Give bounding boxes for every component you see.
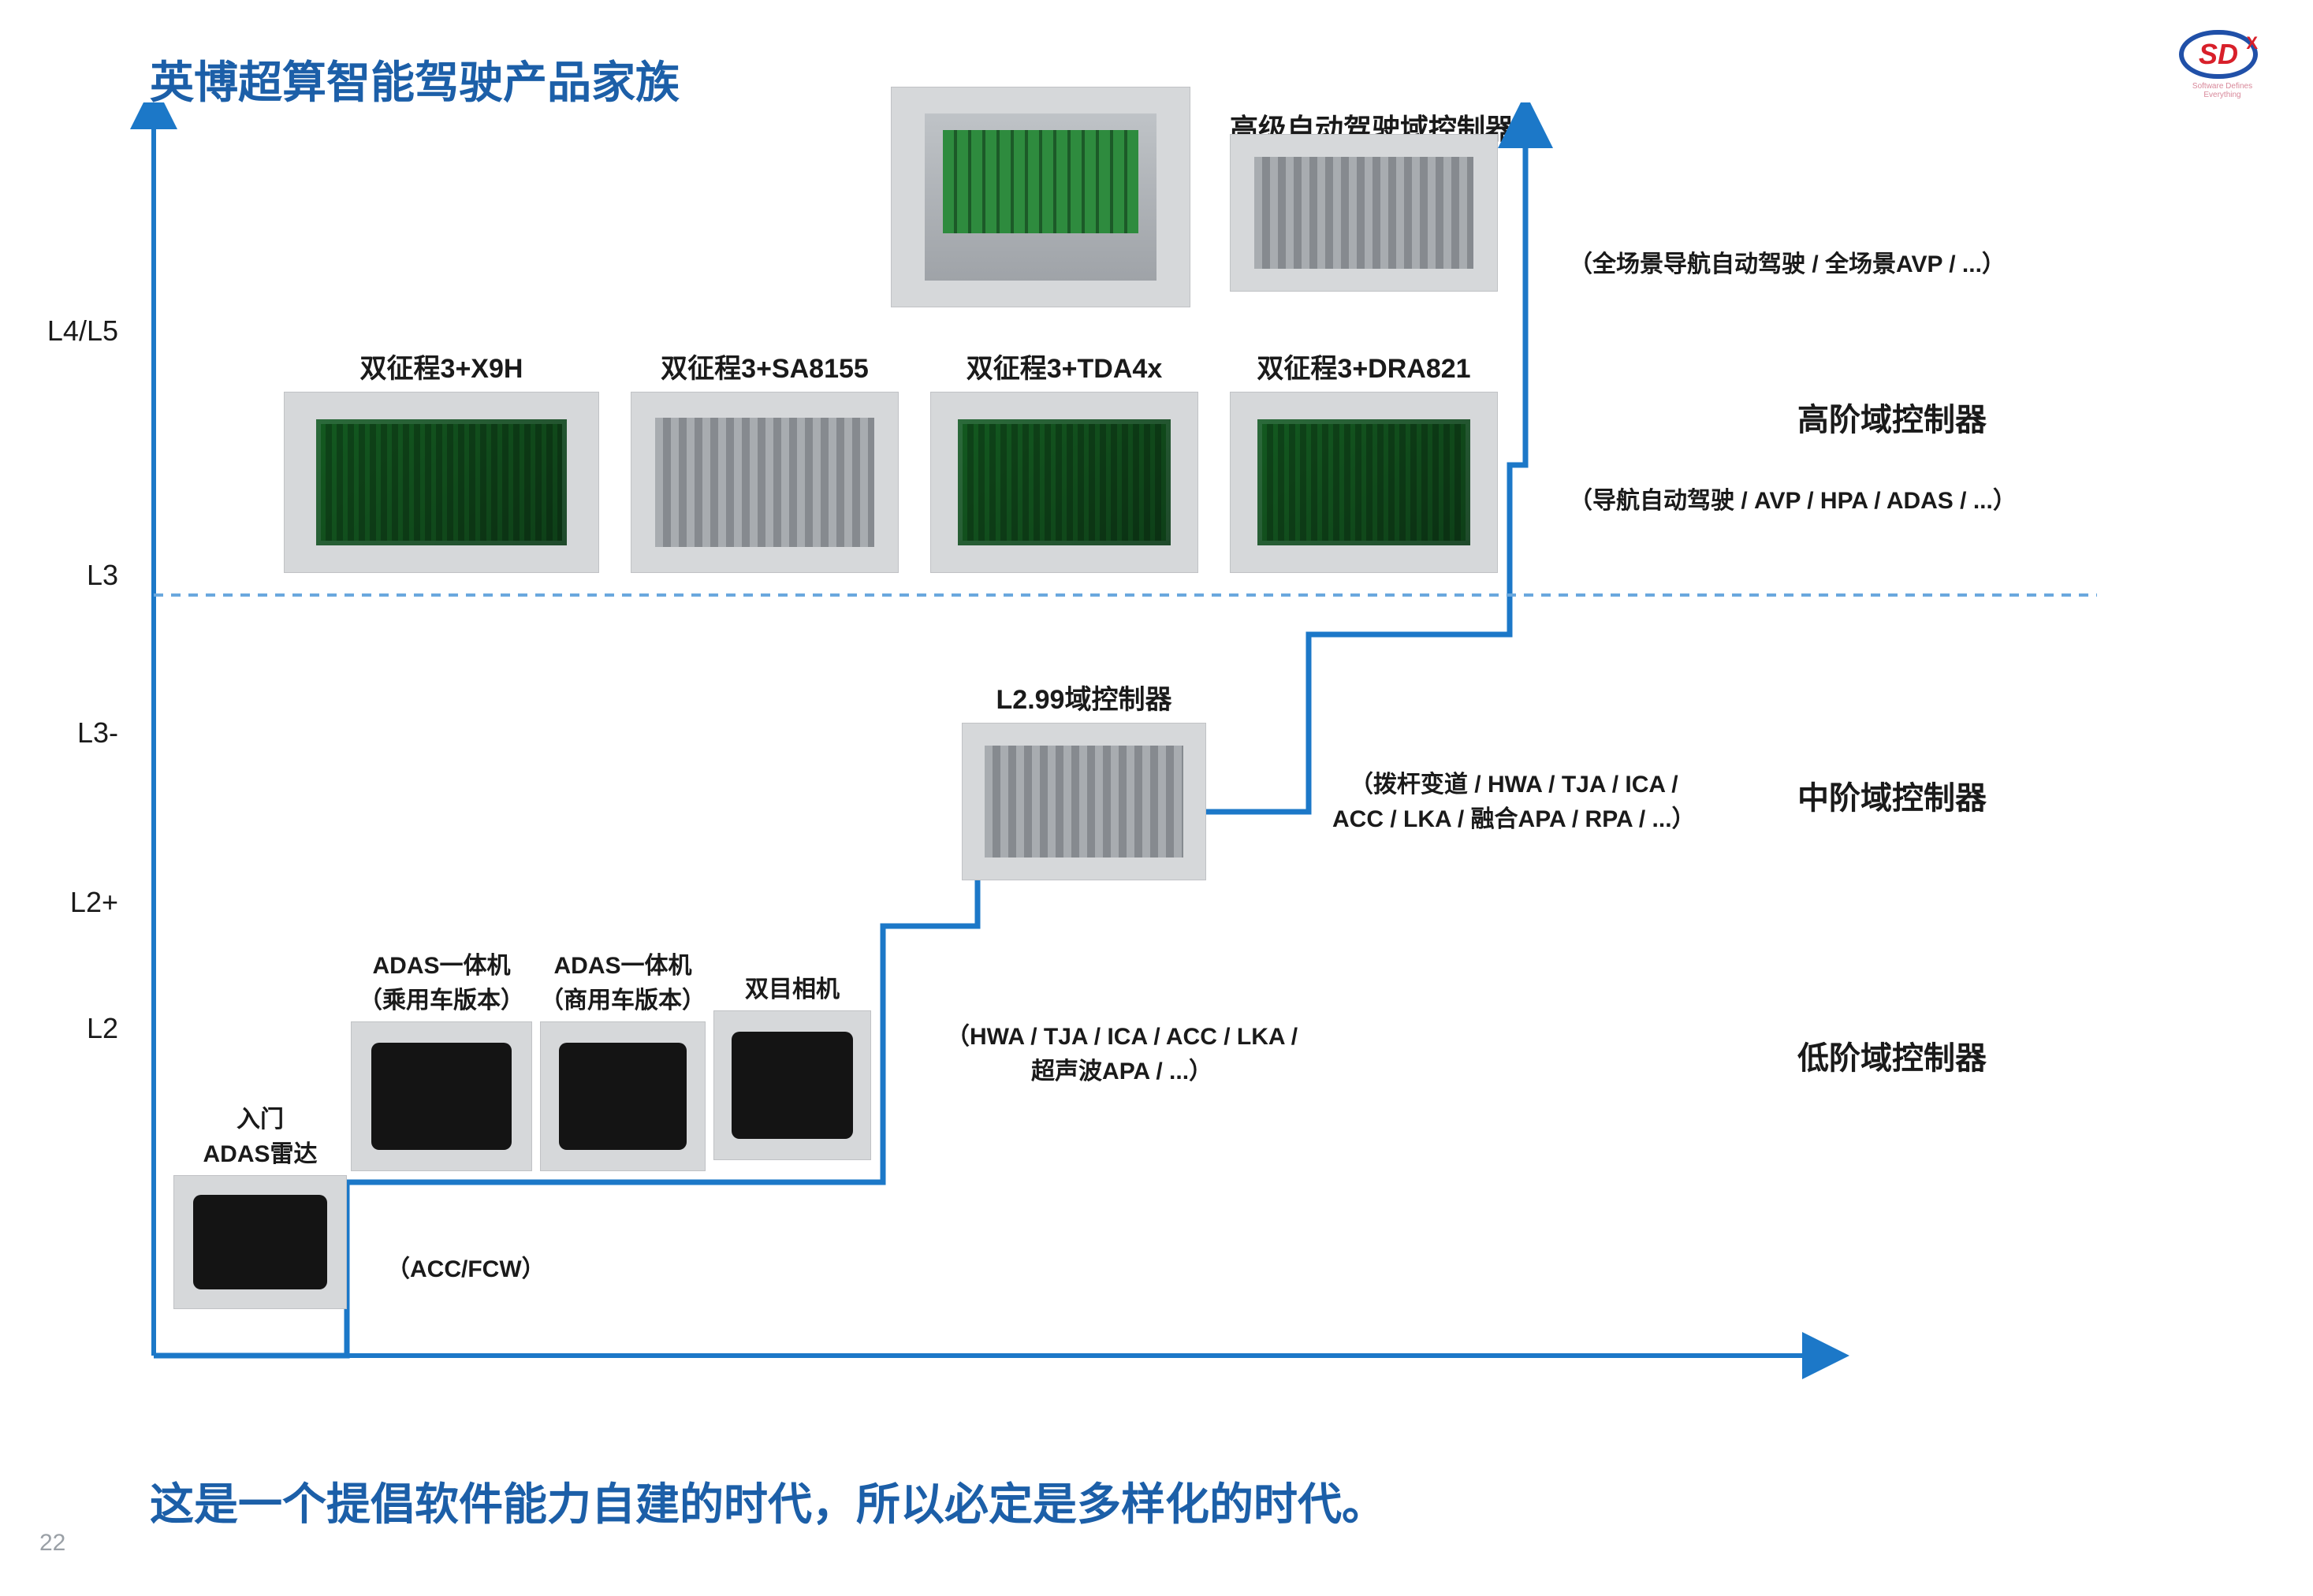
tier-title: 低阶域控制器	[1797, 1032, 2129, 1078]
product-label: 双征程3+SA8155	[631, 347, 899, 385]
logo-suffix: X	[2246, 33, 2258, 54]
product-photo	[891, 87, 1190, 307]
bottom-caption: 这是一个提倡软件能力自建的时代，所以必定是多样化的时代。	[150, 1469, 1386, 1533]
product-adas_pc: ADAS一体机 （乘用车版本）	[351, 946, 532, 1171]
logo-text: SD	[2199, 38, 2238, 71]
y-tick: L2+	[39, 886, 118, 919]
product-l299: L2.99域控制器	[962, 678, 1206, 880]
product-label: L2.99域控制器	[962, 678, 1206, 716]
product-dra821: 双征程3+DRA821	[1230, 347, 1498, 573]
product-label: 双征程3+X9H	[284, 347, 599, 385]
product-photo	[631, 392, 899, 573]
product-photo	[173, 1175, 347, 1309]
y-tick: L4/L5	[39, 314, 118, 348]
product-label: 双征程3+DRA821	[1230, 347, 1498, 385]
page-title: 英博超算智能驾驶产品家族	[150, 47, 680, 111]
product-photo	[540, 1021, 706, 1171]
product-label: 入门 ADAS雷达	[173, 1099, 347, 1169]
product-rack	[891, 87, 1190, 307]
product-photo	[1230, 392, 1498, 573]
product-top_ctrl	[1230, 134, 1498, 292]
brand-logo: SD X Software Defines Everything	[2179, 30, 2266, 93]
tier-inline-desc: （HWA / TJA / ICA / ACC / LKA / 超声波APA / …	[946, 1017, 1298, 1086]
product-tda4x: 双征程3+TDA4x	[930, 347, 1198, 573]
tier-title: 高阶域控制器	[1797, 394, 2129, 440]
product-photo	[1230, 134, 1498, 292]
product-photo	[962, 723, 1206, 880]
page-number: 22	[39, 1530, 65, 1557]
tier-title: 中阶域控制器	[1797, 772, 2129, 818]
product-photo	[713, 1010, 871, 1160]
y-tick: L2	[39, 1012, 118, 1045]
product-family-chart: L4/L5L3L3-L2+L2 高级自动驾驶域控制器 高阶域控制器（导航自动驾驶…	[126, 102, 2255, 1403]
product-stereo: 双目相机	[713, 969, 871, 1160]
product-entry: 入门 ADAS雷达	[173, 1099, 347, 1309]
product-x9h: 双征程3+X9H	[284, 347, 599, 573]
product-adas_cv: ADAS一体机 （商用车版本）	[540, 946, 706, 1171]
product-label: 双目相机	[713, 969, 871, 1004]
product-label: ADAS一体机 （商用车版本）	[540, 946, 706, 1015]
tier-desc-l45: （全场景导航自动驾驶 / 全场景AVP / ...）	[1569, 244, 2058, 279]
product-photo	[930, 392, 1198, 573]
product-photo	[351, 1021, 532, 1171]
y-tick: L3	[39, 559, 118, 592]
product-label: ADAS一体机 （乘用车版本）	[351, 946, 532, 1015]
entry-desc: （ACC/FCW）	[386, 1249, 546, 1284]
tier-inline-desc: （拨杆变道 / HWA / TJA / ICA / ACC / LKA / 融合…	[1332, 765, 1696, 834]
y-tick: L3-	[39, 716, 118, 750]
product-label: 双征程3+TDA4x	[930, 347, 1198, 385]
tier-desc: （导航自动驾驶 / AVP / HPA / ADAS / ...）	[1569, 481, 2058, 515]
product-sa8155: 双征程3+SA8155	[631, 347, 899, 573]
product-photo	[284, 392, 599, 573]
logo-tagline: Software Defines Everything	[2179, 82, 2266, 99]
